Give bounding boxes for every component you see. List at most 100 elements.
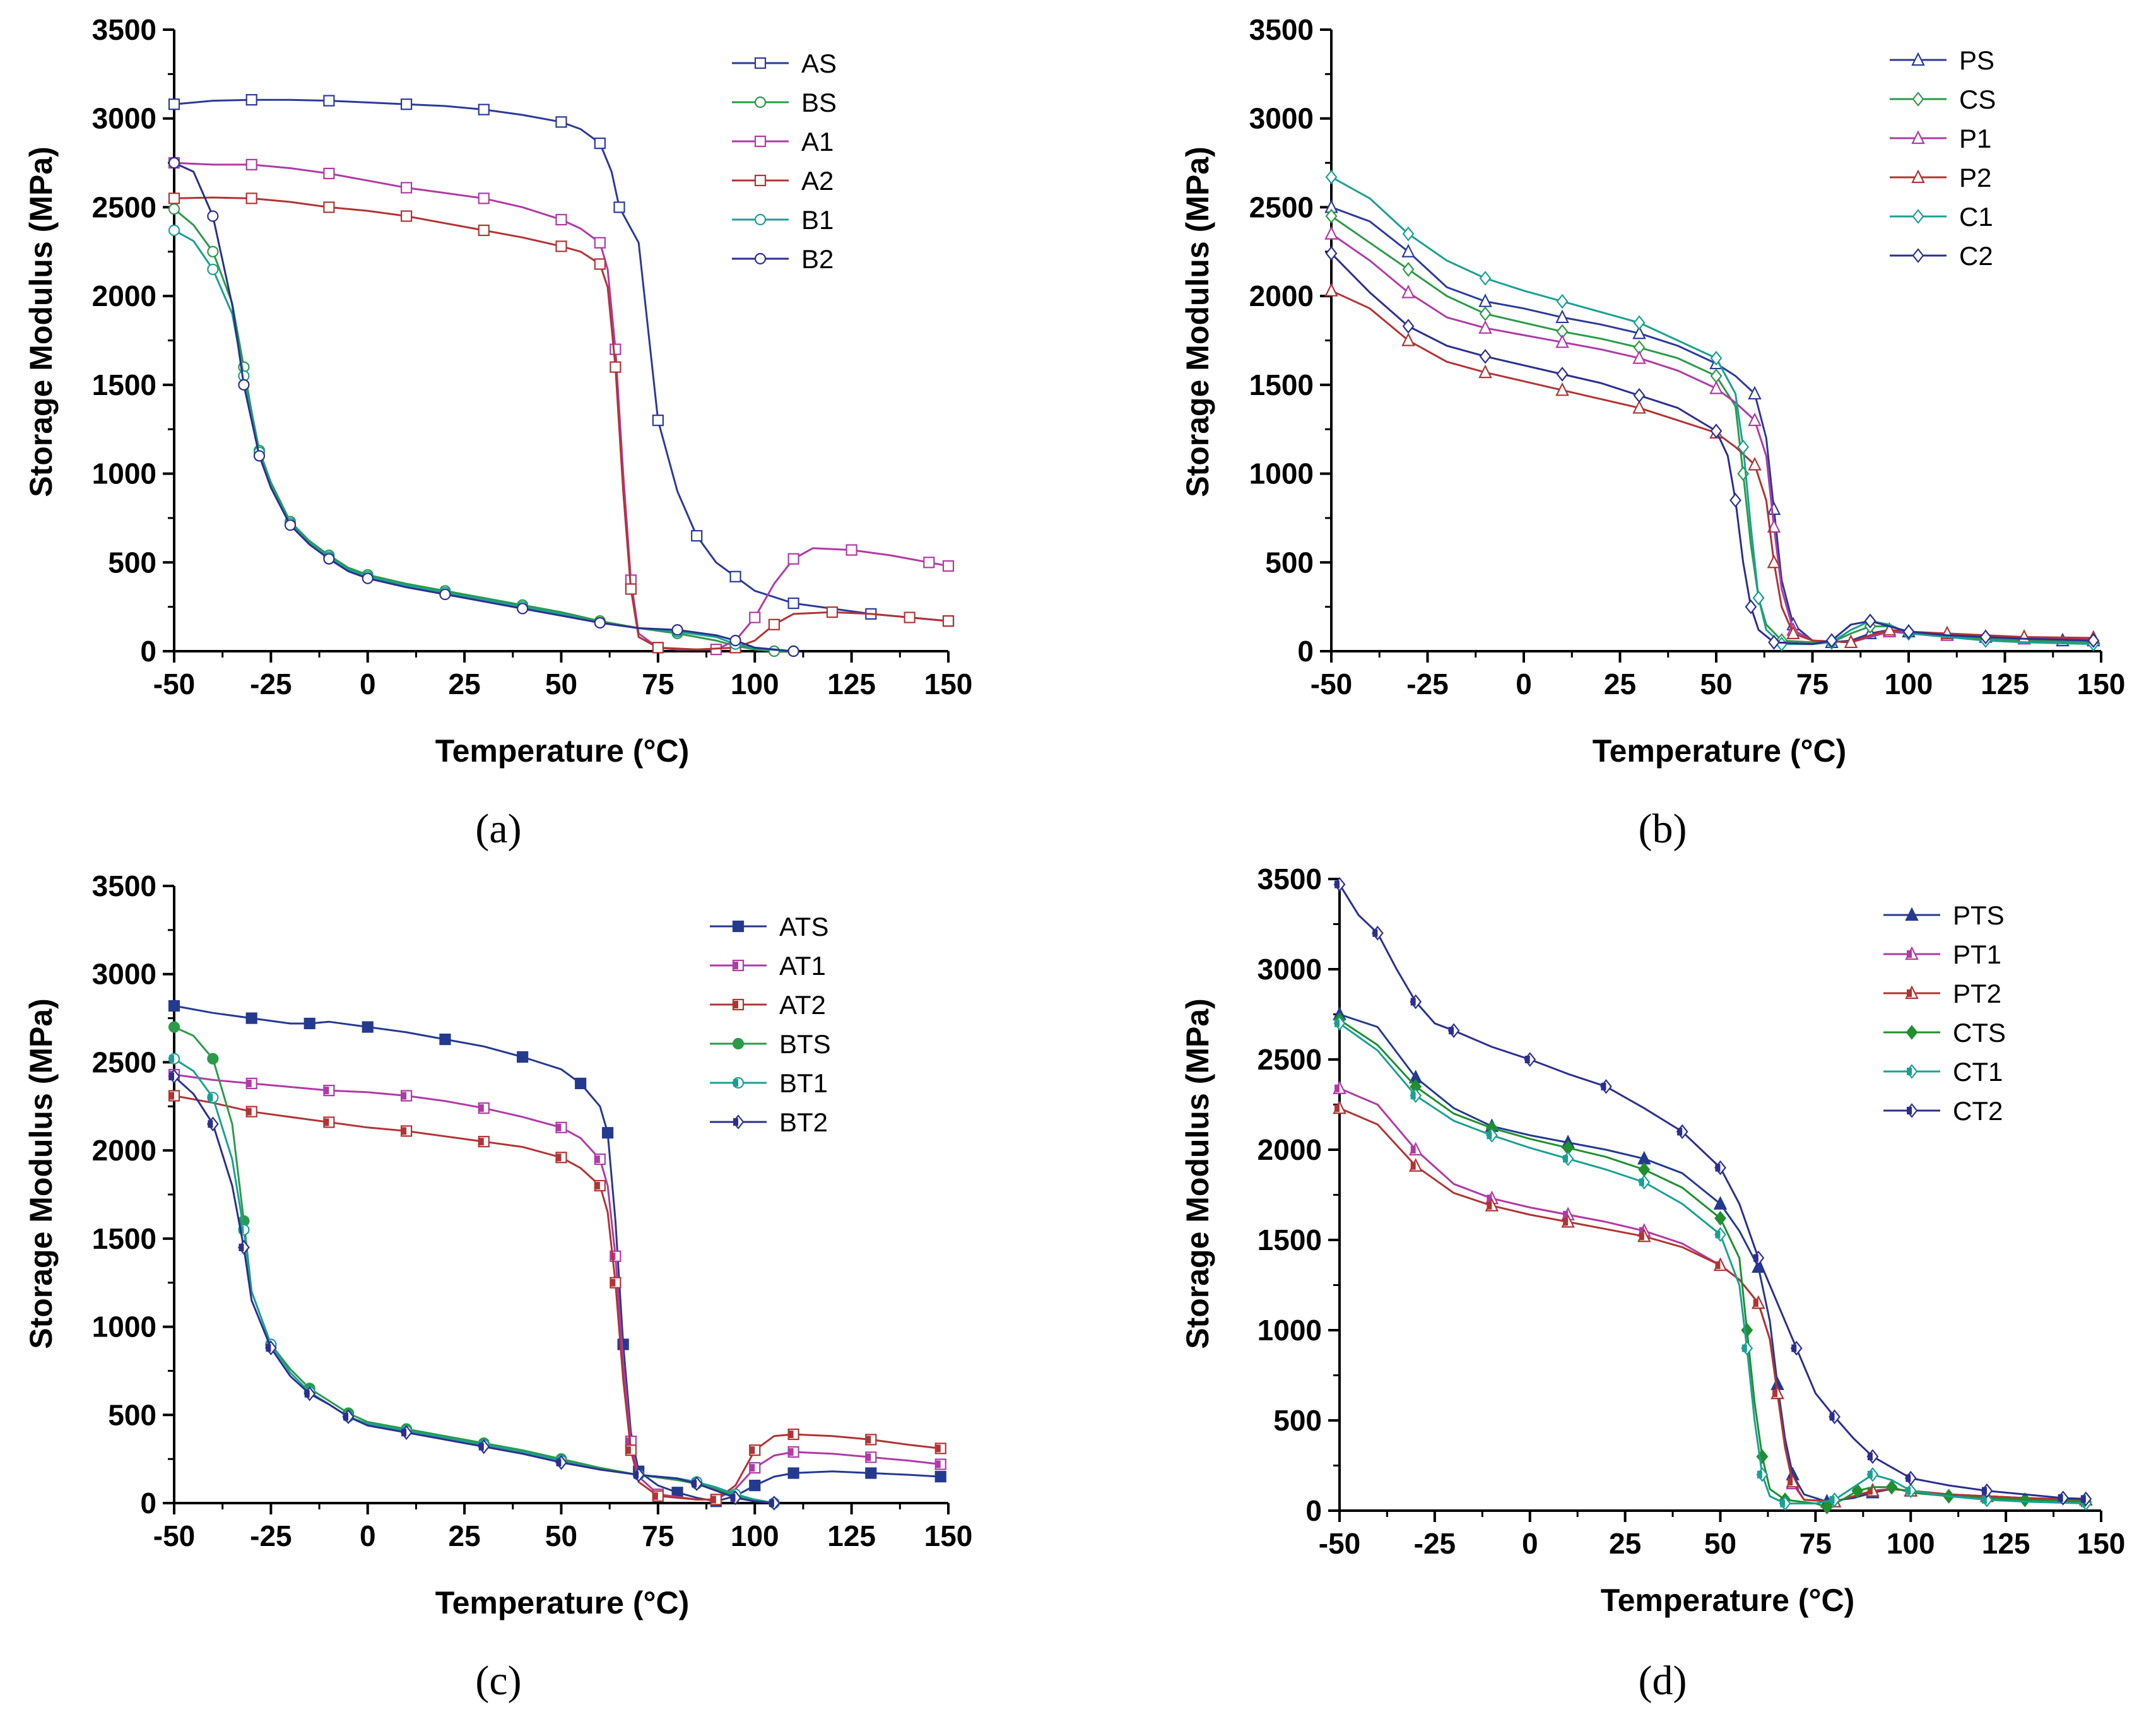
series-ats-marker	[439, 1034, 451, 1046]
y-tick-label: 1500	[92, 1222, 156, 1255]
legend-item-ps: PS	[1890, 45, 1994, 75]
series-pt2-marker-fill	[1867, 1487, 1873, 1495]
legend-marker-fill	[1907, 950, 1912, 958]
series-as-marker	[555, 116, 567, 128]
series-at1-marker-fill	[594, 1155, 600, 1164]
legend-marker	[1905, 907, 1919, 921]
series-ct2	[1333, 876, 2092, 1507]
y-tick-label: 1000	[92, 1311, 156, 1343]
series-c2-line	[1330, 252, 2094, 646]
legend-label: AT2	[779, 990, 826, 1020]
series-bt2-marker-fill	[692, 1480, 697, 1488]
series-a2	[168, 192, 955, 654]
series-a1-marker	[942, 560, 955, 572]
legend-item-c1: C1	[1890, 202, 1993, 232]
series-at1-marker-fill	[935, 1460, 941, 1468]
series-a1-marker	[555, 214, 567, 226]
series-at2-marker-fill	[556, 1154, 562, 1162]
series-ct2-marker-fill	[1791, 1344, 1797, 1352]
series-at1-marker-fill	[750, 1464, 755, 1472]
legend-marker	[754, 96, 767, 109]
y-tick-label: 2000	[92, 280, 156, 312]
series-pts-marker	[1713, 1196, 1728, 1210]
x-tick-label: 150	[2077, 668, 2126, 700]
legend-item-cts: CTS	[1883, 1018, 2006, 1047]
series-at2-marker-fill	[246, 1107, 252, 1116]
x-tick-label: 75	[1796, 668, 1829, 700]
series-ps-marker	[1748, 386, 1762, 400]
series-ct1-marker-fill	[1867, 1470, 1873, 1478]
series-ct2-line	[1338, 883, 2086, 1500]
chart-panel-c: Storage Modulus (MPa) Temperature (°C) (…	[23, 870, 972, 1704]
series-p2-marker	[1632, 399, 1646, 414]
legend-marker	[732, 1037, 745, 1050]
series-p2-marker	[1478, 364, 1492, 379]
series-ct1	[1333, 1016, 2092, 1511]
series-b2-marker	[323, 553, 335, 565]
legend-marker-fill	[1907, 1107, 1912, 1114]
series-c2-marker	[1633, 387, 1646, 403]
legend-label: BT1	[779, 1068, 828, 1098]
series-c2-marker	[1745, 599, 1757, 615]
legend-label: BT2	[779, 1107, 828, 1137]
series-c1-marker	[1479, 271, 1492, 286]
series-pt1-marker-fill	[1639, 1227, 1644, 1235]
series-a2-marker	[400, 210, 413, 222]
x-tick-label: 150	[924, 668, 973, 700]
series-at2-marker-fill	[935, 1444, 941, 1453]
x-tick-label: 125	[827, 668, 876, 700]
legend-marker	[1912, 209, 1924, 224]
series-c2-marker	[1864, 613, 1876, 628]
y-tick-label: 3500	[92, 13, 156, 46]
series-b2-marker	[168, 156, 180, 169]
series-p2-marker	[1767, 554, 1781, 569]
series-a1-marker	[323, 167, 335, 180]
series-ct2-marker-fill	[1867, 1453, 1873, 1461]
series-a2-marker	[826, 606, 839, 618]
series-p1-marker	[1555, 334, 1569, 348]
x-tick-label: 75	[642, 668, 674, 700]
legend-item-bs: BS	[732, 88, 837, 117]
series-ats-line	[174, 1005, 941, 1502]
series-p2-marker	[1324, 283, 1338, 297]
x-tick-label: -25	[250, 1519, 292, 1552]
series-as-marker	[691, 529, 703, 542]
series-at2	[168, 1090, 946, 1506]
series-ats-marker	[517, 1051, 529, 1063]
series-ps-marker	[1555, 309, 1569, 324]
series-bs-marker	[768, 645, 781, 658]
series-c1-marker	[1325, 169, 1338, 185]
series-at2-marker-fill	[610, 1278, 616, 1287]
series-cts-line	[1339, 1018, 2086, 1508]
legend-marker	[1911, 52, 1925, 66]
series-a1-marker	[594, 237, 606, 249]
series-ct2-marker-fill	[1524, 1056, 1530, 1063]
series-b2-marker	[671, 624, 683, 636]
legend-item-pt2: PT2	[1883, 979, 2001, 1008]
series-ct1-marker-fill	[1563, 1155, 1569, 1163]
legend-item-as: AS	[732, 49, 837, 78]
y-tick-label: 2000	[1258, 1133, 1322, 1166]
legend-label: P2	[1959, 163, 1991, 192]
legend-marker	[732, 920, 745, 933]
series-ct2-marker-fill	[1410, 998, 1416, 1006]
series-ats-marker	[362, 1021, 374, 1033]
series-pt2-marker-fill	[1772, 1390, 1778, 1398]
series-bt2-marker-fill	[556, 1458, 562, 1466]
panel-caption: (d)	[1639, 1658, 1687, 1704]
legend-item-b2: B2	[732, 244, 834, 274]
series-bt2-marker-fill	[239, 1243, 244, 1251]
y-tick-label: 3500	[92, 870, 156, 902]
series-at2-marker-fill	[750, 1446, 755, 1454]
legend-label: C1	[1959, 202, 1993, 232]
series-at2-marker-fill	[169, 1092, 174, 1100]
legend-marker	[1911, 130, 1925, 145]
series-c1-marker	[1633, 315, 1646, 331]
x-tick-label: -25	[250, 668, 292, 700]
series-cts-marker	[2018, 1492, 2031, 1508]
series-a2-marker	[555, 240, 567, 252]
legend-item-p1: P1	[1890, 124, 1991, 153]
series-ct2-marker-fill	[2080, 1495, 2086, 1503]
series-as-marker	[613, 201, 625, 213]
series-ct2-marker-fill	[1372, 929, 1378, 937]
